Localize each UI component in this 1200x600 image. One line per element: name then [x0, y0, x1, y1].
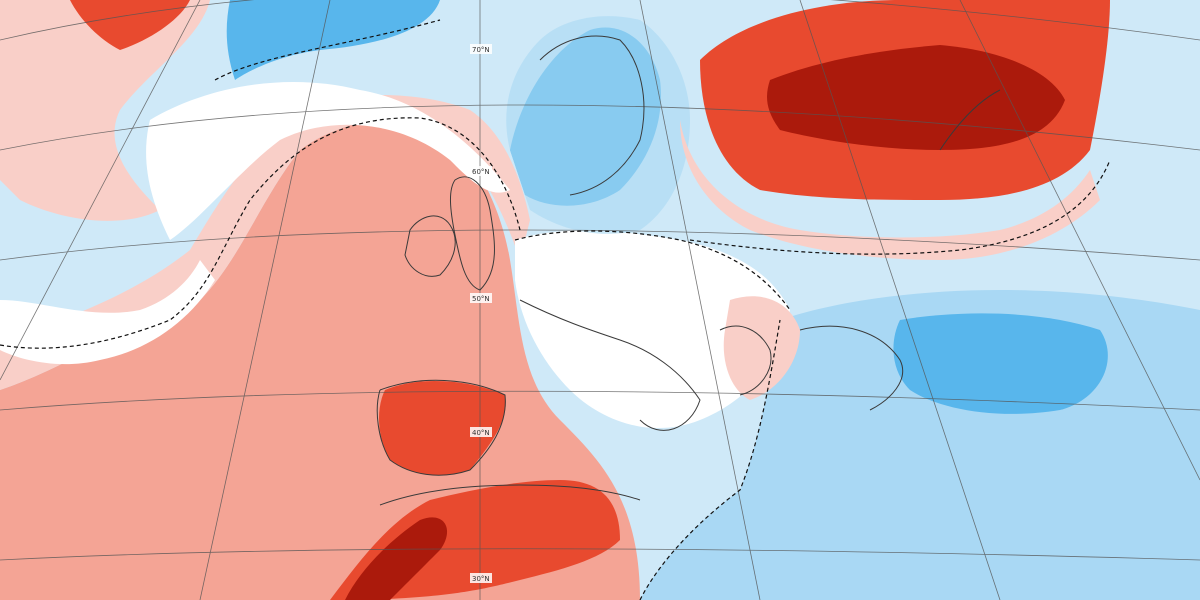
coast-russia-river: [939, 89, 1001, 151]
contour-atlantic: [0, 117, 521, 349]
lat-text-60n: 60°N: [472, 168, 490, 176]
meridian-1: [0, 0, 201, 381]
balkans-warm: [723, 296, 800, 400]
north-africa-extreme: [345, 517, 448, 600]
meridian-4: [639, 0, 761, 600]
meridian-2: [199, 0, 331, 600]
coast-ireland: [404, 215, 456, 277]
lat-label-70n: 70°N: [470, 44, 492, 54]
nw-warm-area: [0, 0, 210, 221]
latitude-labels: 70°N 60°N 50°N 40°N 30°N: [470, 44, 492, 583]
lat-text-70n: 70°N: [472, 46, 490, 54]
meridian-5: [799, 0, 1001, 600]
greenland-cool: [226, 0, 440, 80]
contour-greenland: [214, 19, 441, 81]
parallel-70n: [0, 0, 1200, 41]
coast-greece: [719, 325, 772, 396]
scandinavia-cool-halo: [506, 16, 690, 234]
coast-turkey: [799, 325, 904, 411]
neutral-band-west: [0, 260, 215, 365]
lat-label-40n: 40°N: [470, 427, 492, 437]
coast-iberia: [376, 379, 506, 476]
lat-text-40n: 40°N: [472, 429, 490, 437]
lat-text-50n: 50°N: [472, 295, 490, 303]
coast-britain: [450, 176, 495, 291]
contour-mediterranean: [639, 319, 781, 600]
parallel-50n: [0, 229, 1200, 261]
contour-central: [514, 230, 791, 311]
lat-label-60n: 60°N: [470, 166, 492, 176]
contour-east: [689, 159, 1111, 255]
iberia-hot: [378, 380, 506, 476]
meridian-6: [959, 0, 1200, 481]
coast-france-italy: [519, 299, 701, 431]
parallel-60n: [0, 104, 1200, 151]
central-europe-neutral: [515, 230, 790, 429]
lat-label-50n: 50°N: [470, 293, 492, 303]
neutral-band-north: [146, 81, 510, 240]
zero-contours: [0, 19, 1111, 600]
parallel-40n: [0, 390, 1200, 411]
lat-text-30n: 30°N: [472, 575, 490, 583]
nw-warm-core: [70, 0, 190, 50]
lat-label-30n: 30°N: [470, 573, 492, 583]
coast-scandinavia: [539, 35, 645, 196]
coastlines: [376, 35, 1001, 506]
coast-north-africa: [379, 484, 641, 506]
middle-east-cool-strong: [893, 313, 1108, 414]
